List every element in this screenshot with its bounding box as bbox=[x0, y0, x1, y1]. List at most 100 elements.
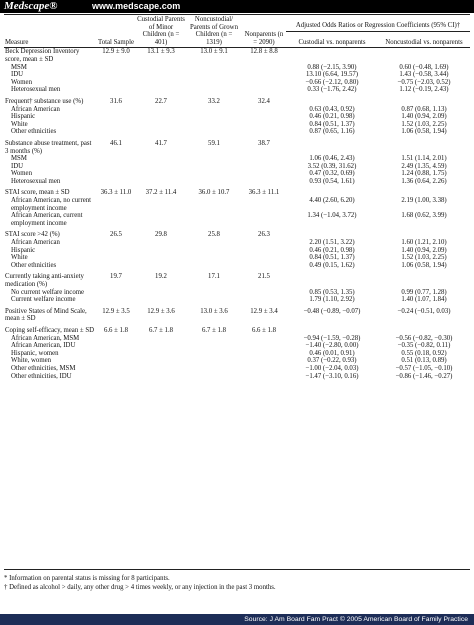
cell-cust-vs-non: 0.88 (−2.15, 3.90) bbox=[307, 63, 357, 71]
row-label: African American, MSM bbox=[11, 334, 80, 342]
cell-cust-vs-non: 1.34 (−1.04, 3.72) bbox=[307, 212, 357, 220]
cell-nonparents bbox=[242, 155, 286, 163]
cell-nonparents bbox=[242, 106, 286, 114]
cell-cust-vs-non: −1.40 (−2.80, 0.00) bbox=[305, 342, 359, 350]
cell-total bbox=[96, 178, 136, 186]
cell-noncust-vs-non bbox=[378, 48, 470, 64]
medscape-logo[interactable]: Medscape® bbox=[4, 0, 58, 12]
cell-custodial bbox=[136, 254, 186, 262]
row-label: STAI score >42 (%) bbox=[5, 231, 60, 239]
footnotes: * Information on parental status is miss… bbox=[4, 574, 470, 592]
cell-custodial bbox=[136, 106, 186, 114]
cell-noncust-vs-non: −0.35 (−0.82, 0.11) bbox=[397, 342, 451, 350]
cell-nonparents bbox=[242, 178, 286, 186]
cell-cust-vs-non: 1.06 (0.46, 2.43) bbox=[309, 155, 355, 163]
cell-noncustodial bbox=[186, 163, 242, 171]
cell-total bbox=[96, 357, 136, 365]
cell-total: 12.9 ± 3.5 bbox=[102, 307, 130, 315]
table-row: Hispanic 0.46 (0.21, 0.98) 1.40 (0.94, 2.0… bbox=[4, 247, 470, 255]
row-label: Current welfare income bbox=[11, 296, 76, 304]
cell-noncustodial bbox=[186, 350, 242, 358]
row-label: Other ethnicities, MSM bbox=[11, 364, 76, 372]
row-label: African American, current employment inc… bbox=[11, 212, 83, 227]
cell-cust-vs-non: 0.85 (0.53, 1.35) bbox=[309, 288, 355, 296]
row-label: African American, IDU bbox=[11, 342, 76, 350]
cell-noncust-vs-non: 1.68 (0.62, 3.99) bbox=[401, 212, 447, 220]
cell-total: 31.6 bbox=[110, 97, 122, 105]
table-row: Other ethnicities 0.49 (0.15, 1.62) 1.06 (… bbox=[4, 262, 470, 270]
table-row: African American 0.63 (0.43, 0.92) 0.87 (0… bbox=[4, 106, 470, 114]
cell-nonparents bbox=[242, 113, 286, 121]
cell-noncustodial bbox=[186, 296, 242, 304]
cell-cust-vs-non: 0.84 (0.51, 1.37) bbox=[309, 254, 355, 262]
table-row: Women 0.47 (0.32, 0.69) 1.24 (0.88, 1.75) bbox=[4, 170, 470, 178]
cell-total bbox=[96, 197, 136, 212]
cell-nonparents bbox=[242, 373, 286, 381]
cell-custodial bbox=[136, 64, 186, 72]
table-row: Frequent† substance use (%) 31.6 22.7 33.2 3… bbox=[4, 94, 470, 106]
col-header-custodial: Custodial Parents of Minor Children (n =… bbox=[136, 14, 186, 49]
cell-custodial bbox=[136, 86, 186, 94]
site-url-link[interactable]: www.medscape.com bbox=[92, 1, 181, 11]
cell-total bbox=[96, 113, 136, 121]
cell-nonparents: 26.3 bbox=[258, 231, 270, 239]
cell-custodial: 12.9 ± 3.6 bbox=[147, 307, 175, 315]
row-label: Coping self-efficacy, mean ± SD bbox=[5, 326, 95, 334]
cell-cust-vs-non: −1.00 (−2.04, 0.03) bbox=[305, 364, 359, 372]
cell-noncust-vs-non: 2.19 (1.00, 3.38) bbox=[401, 197, 447, 205]
cell-total bbox=[96, 121, 136, 129]
cell-nonparents bbox=[242, 170, 286, 178]
cell-noncust-vs-non: −0.86 (−1.46, −0.27) bbox=[395, 372, 453, 380]
cell-noncust-vs-non: 1.52 (1.03, 2.25) bbox=[401, 120, 447, 128]
cell-total bbox=[96, 239, 136, 247]
cell-noncust-vs-non: 1.43 (−0.58, 3.44) bbox=[399, 71, 449, 79]
cell-noncustodial: 33.2 bbox=[208, 97, 220, 105]
col-header-noncustodial: Noncustodial/ Parents of Grown Children … bbox=[186, 14, 242, 49]
cell-nonparents bbox=[242, 289, 286, 297]
cell-nonparents bbox=[242, 212, 286, 227]
cell-noncustodial: 36.0 ± 10.7 bbox=[198, 189, 230, 197]
cell-custodial bbox=[136, 79, 186, 87]
table-row: White 0.84 (0.51, 1.37) 1.52 (1.03, 2.25) bbox=[4, 254, 470, 262]
cell-nonparents bbox=[242, 342, 286, 350]
cell-noncust-vs-non bbox=[378, 94, 470, 106]
cell-custodial bbox=[136, 335, 186, 343]
cell-total bbox=[96, 296, 136, 304]
cell-noncustodial bbox=[186, 212, 242, 227]
cell-cust-vs-non bbox=[286, 48, 378, 64]
cell-noncustodial: 6.7 ± 1.8 bbox=[201, 326, 227, 334]
table-row: African American, current employment inc… bbox=[4, 212, 470, 227]
cell-total bbox=[96, 212, 136, 227]
table-row: IDU 3.52 (0.39, 31.62) 2.49 (1.35, 4.59) bbox=[4, 163, 470, 171]
cell-noncust-vs-non: −0.24 (−0.51, 0.03) bbox=[397, 307, 451, 315]
row-label: Substance abuse treatment, past 3 months… bbox=[5, 139, 92, 155]
cell-noncust-vs-non: 1.24 (0.88, 1.75) bbox=[401, 170, 447, 178]
row-label: No current welfare income bbox=[11, 288, 85, 296]
cell-total bbox=[96, 71, 136, 79]
col-header-adjusted: Adjusted Odds Ratios or Regression Coeff… bbox=[286, 14, 470, 32]
cell-custodial: 6.7 ± 1.8 bbox=[148, 326, 174, 334]
cell-cust-vs-non: 3.52 (0.39, 31.62) bbox=[307, 162, 357, 170]
cell-nonparents bbox=[242, 79, 286, 87]
cell-nonparents bbox=[242, 254, 286, 262]
table-row: IDU 13.10 (6.64, 19.57) 1.43 (−0.58, 3.44) bbox=[4, 71, 470, 79]
table-row: Coping self-efficacy, mean ± SD 6.6 ± 1.8… bbox=[4, 323, 470, 335]
cell-total bbox=[96, 64, 136, 72]
cell-nonparents bbox=[242, 335, 286, 343]
cell-noncustodial bbox=[186, 86, 242, 94]
col-header-total: Total Sample bbox=[96, 14, 136, 49]
cell-noncust-vs-non bbox=[378, 185, 470, 197]
cell-total: 19.7 bbox=[110, 273, 122, 281]
cell-noncustodial bbox=[186, 247, 242, 255]
row-label: Hispanic bbox=[11, 113, 36, 121]
row-label: Heterosexual men bbox=[11, 177, 61, 185]
footnote-frequent-definition: † Defined as alcohol > daily, any other … bbox=[4, 584, 276, 591]
cell-cust-vs-non: 0.49 (0.15, 1.62) bbox=[309, 261, 355, 269]
cell-nonparents bbox=[242, 71, 286, 79]
table-row: Heterosexual men 0.93 (0.54, 1.61) 1.36 (0… bbox=[4, 178, 470, 186]
cell-cust-vs-non bbox=[286, 227, 378, 239]
row-label: White bbox=[11, 120, 28, 128]
row-label: Currently taking anti-anxiety medication… bbox=[5, 273, 84, 288]
table-row: Current welfare income 1.79 (1.10, 2.92) 1… bbox=[4, 296, 470, 304]
cell-noncust-vs-non: 0.51 (0.13, 0.89) bbox=[401, 357, 447, 365]
